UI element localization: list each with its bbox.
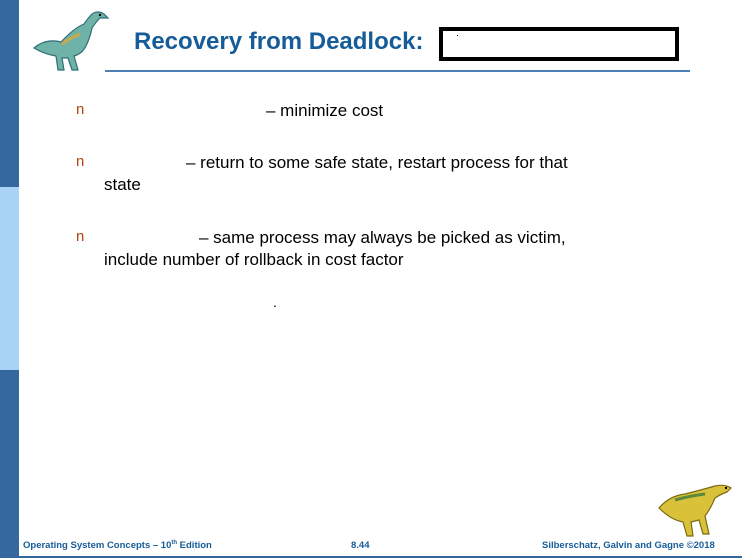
dinosaur-logo-top-icon [32, 11, 110, 71]
bullet-marker: n [76, 228, 85, 245]
bullet-marker: n [76, 153, 85, 170]
bullet-text: – minimize cost [266, 101, 384, 120]
left-sidebar-bar [0, 0, 19, 558]
title-blank-box [439, 27, 679, 61]
footer-book-title: Operating System Concepts – 10th Edition [23, 540, 212, 552]
bullet-text: – return to some safe state, restart pro… [186, 153, 568, 172]
stray-period: . [273, 294, 277, 310]
bullet-marker: n [76, 101, 85, 118]
dinosaur-logo-bottom-icon [658, 484, 732, 537]
footer-rule [19, 556, 742, 558]
sidebar-highlight [0, 187, 19, 370]
footer-page-number: 8.44 [351, 540, 370, 551]
footer-authors: Silberschatz, Galvin and Gagne ©2018 [542, 540, 715, 551]
title-underline [105, 70, 690, 72]
slide-title: Recovery from Deadlock: [134, 28, 424, 55]
bullet-continuation: state [104, 175, 141, 194]
bullet-text: – same process may always be picked as v… [199, 228, 566, 247]
bullet-continuation: include number of rollback in cost facto… [104, 250, 404, 269]
